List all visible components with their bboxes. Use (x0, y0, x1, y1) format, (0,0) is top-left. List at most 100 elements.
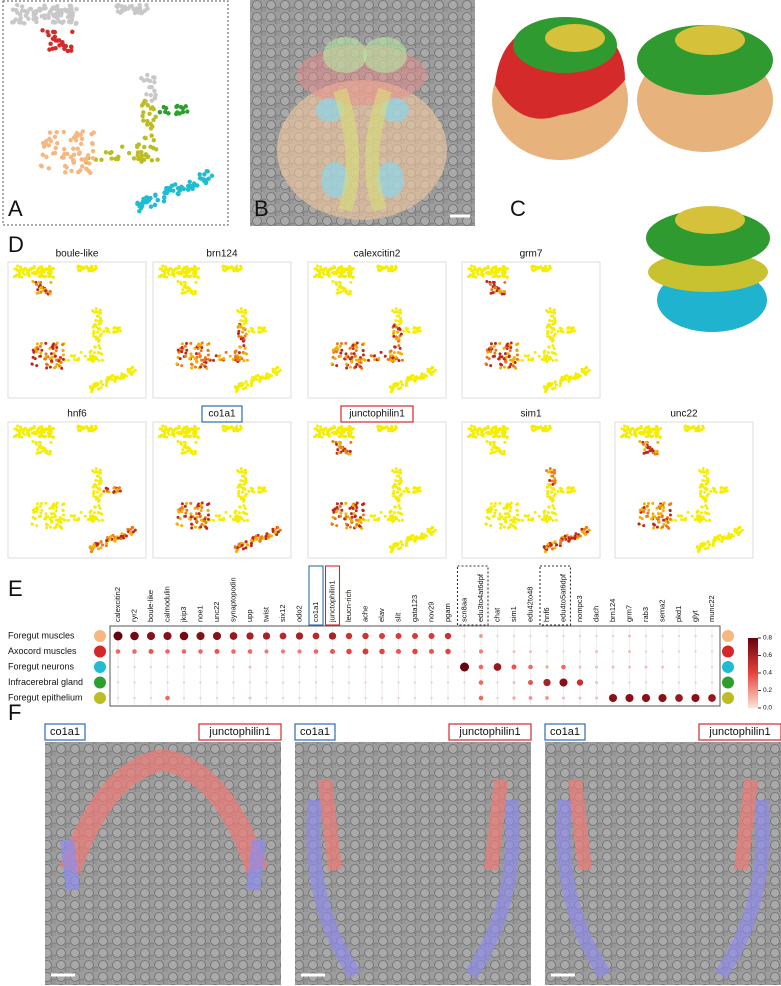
umap-point (516, 514, 519, 517)
umap-point (91, 356, 94, 359)
gene-label: leucn-rich (344, 589, 353, 622)
umap-point (90, 509, 93, 512)
dot (329, 632, 336, 639)
umap-point (698, 516, 701, 519)
umap-point (96, 491, 99, 494)
umap-point (97, 479, 100, 482)
umap-point (20, 276, 23, 279)
umap-point (389, 385, 392, 388)
umap-point (574, 532, 577, 535)
umap-point (60, 21, 64, 25)
umap-point (44, 155, 48, 159)
umap-point (242, 479, 245, 482)
umap-point (183, 435, 186, 438)
umap-point (35, 510, 38, 513)
umap-point (140, 154, 144, 158)
dot (708, 694, 716, 702)
umap-point (543, 428, 546, 431)
umap-point (336, 346, 339, 349)
umap-point (101, 383, 104, 386)
umap-point (550, 311, 553, 314)
umap-point (393, 311, 396, 314)
dot (609, 694, 617, 702)
umap-point (93, 311, 96, 314)
umap-point (100, 479, 103, 482)
image-label: junctophilin1 (208, 726, 270, 738)
dot (612, 666, 615, 669)
umap-point (397, 475, 400, 478)
umap-point (184, 355, 187, 358)
umap-point (277, 370, 280, 373)
umap-point (477, 433, 480, 436)
umap-point (62, 147, 66, 151)
umap-point (244, 309, 247, 312)
umap-point (78, 168, 82, 172)
image-label: junctophilin1 (708, 726, 770, 738)
umap-point (397, 359, 400, 362)
umap-point (335, 432, 338, 435)
umap-point (503, 526, 506, 529)
umap-point (118, 326, 121, 329)
umap-point (332, 427, 335, 430)
dot (496, 650, 498, 652)
umap-point (544, 349, 547, 352)
umap-point (35, 524, 38, 527)
umap-point (355, 363, 358, 366)
umap-point (341, 269, 344, 272)
umap-point (242, 547, 245, 550)
umap-point (265, 372, 268, 375)
umap-point (489, 524, 492, 527)
umap-point (53, 151, 57, 155)
umap-point (234, 428, 237, 431)
umap-point (509, 509, 512, 512)
umap-point (553, 312, 556, 315)
umap-point (696, 545, 699, 548)
umap-point (183, 291, 186, 294)
umap-point (626, 425, 629, 428)
umap-point (127, 151, 131, 155)
umap-point (320, 436, 323, 439)
umap-point (149, 133, 153, 137)
dot (562, 697, 565, 700)
umap-point (634, 432, 637, 435)
umap-point (41, 6, 45, 10)
umap-point (405, 379, 408, 382)
umap-point (168, 433, 171, 436)
dot (479, 696, 484, 701)
dot (298, 697, 300, 699)
dot (397, 697, 399, 699)
umap-point (656, 427, 659, 430)
umap-point (94, 479, 97, 482)
umap-point (553, 469, 556, 472)
umap-point (377, 357, 380, 360)
umap-point (258, 330, 261, 333)
umap-point (564, 375, 567, 378)
umap-point (240, 486, 243, 489)
umap-point (26, 269, 29, 272)
umap-point (355, 509, 358, 512)
colorbar-label: 0.6 (763, 652, 772, 659)
umap-point (573, 489, 576, 492)
umap-point (505, 344, 508, 347)
umap-point (426, 528, 429, 531)
umap-point (544, 390, 547, 393)
umap-point (161, 265, 164, 268)
umap-point (50, 520, 53, 523)
umap-point (236, 356, 239, 359)
umap-point (195, 520, 198, 523)
umap-point (183, 275, 186, 278)
umap-point (112, 487, 115, 490)
umap-point (549, 337, 552, 340)
umap-point (180, 283, 183, 286)
dot (348, 666, 350, 668)
panel-label: D (8, 232, 24, 257)
umap-point (54, 146, 58, 150)
umap-point (684, 426, 687, 429)
umap-point (184, 286, 187, 289)
umap-point (493, 446, 496, 449)
umap-point (573, 329, 576, 332)
umap-point (472, 432, 475, 435)
umap-point (397, 340, 400, 343)
umap-point (487, 431, 490, 434)
umap-point (489, 364, 492, 367)
